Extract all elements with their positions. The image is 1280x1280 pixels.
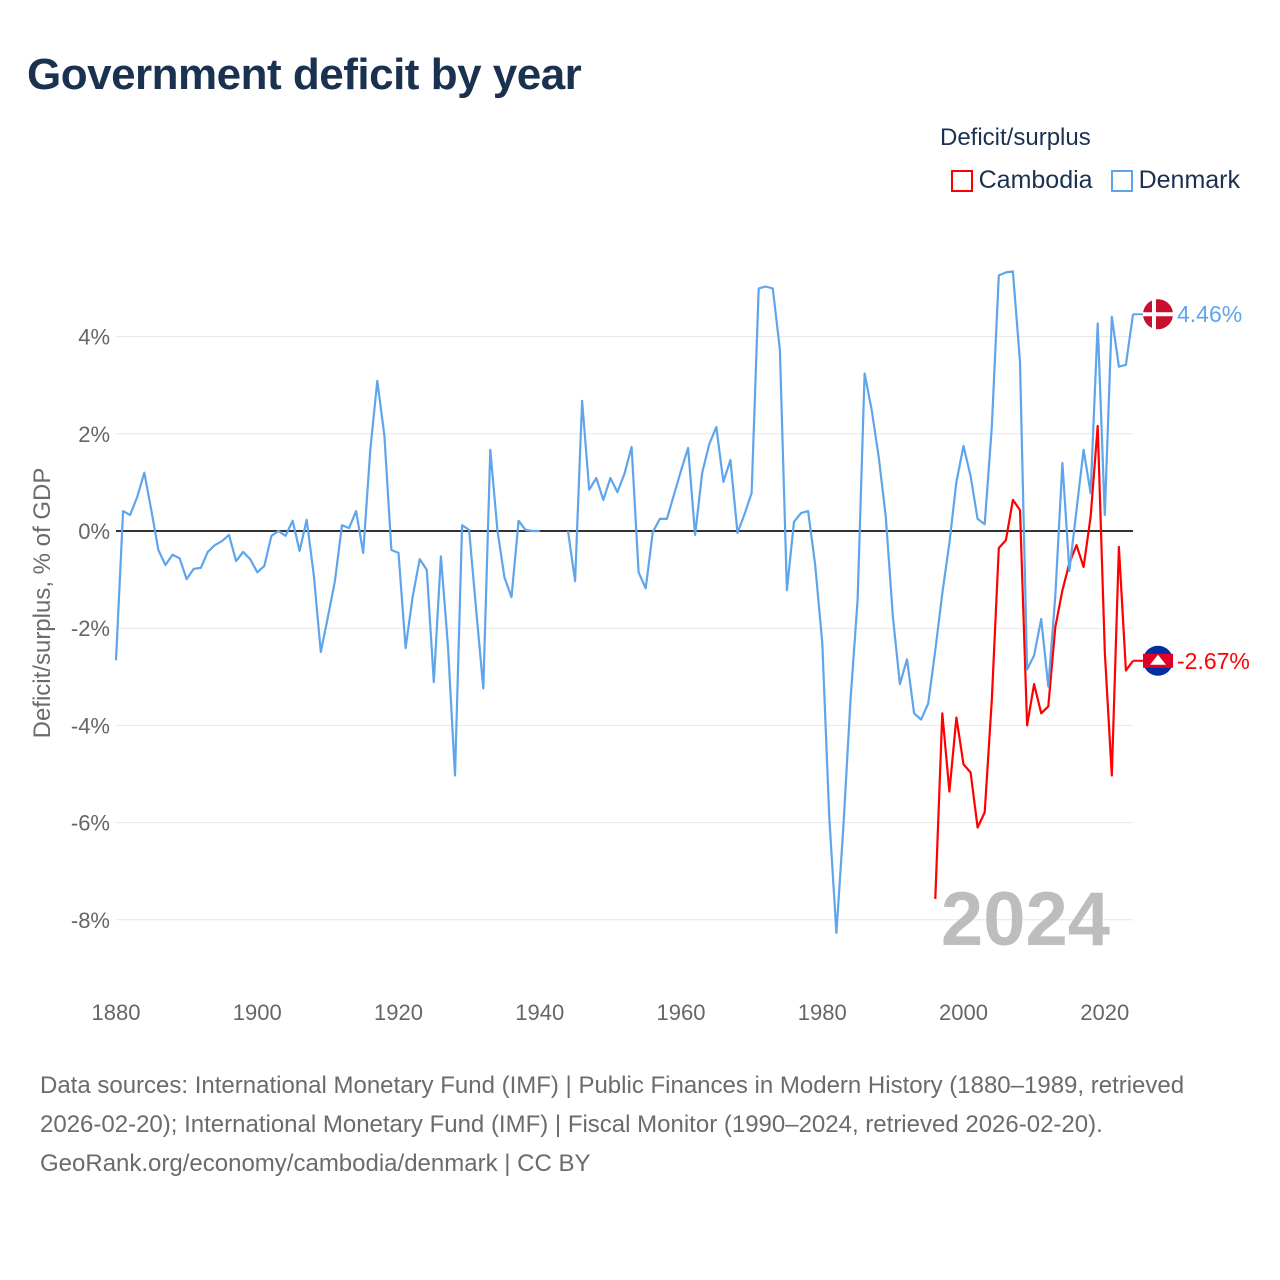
footer: Data sources: International Monetary Fun… — [40, 1066, 1250, 1183]
x-tick-label: 2020 — [1080, 1000, 1129, 1025]
flag-cross-h — [1143, 312, 1173, 317]
x-tick-label: 1980 — [798, 1000, 847, 1025]
legend-item-denmark[interactable]: Denmark — [1110, 166, 1240, 195]
legend-label-denmark: Denmark — [1138, 166, 1240, 194]
legend-swatch-denmark — [1110, 169, 1133, 192]
series-line-cambodia — [934, 424, 1134, 899]
x-tick-label: 2000 — [939, 1000, 988, 1025]
end-label-denmark: 4.46% — [1177, 301, 1242, 327]
y-tick-label: -2% — [71, 616, 110, 641]
credit-link[interactable]: GeoRank.org/economy/cambodia/denmark | C… — [40, 1150, 591, 1177]
chart-title: Government deficit by year — [27, 50, 582, 99]
y-tick-label: -4% — [71, 713, 110, 738]
legend-item-cambodia[interactable]: Cambodia — [950, 166, 1093, 195]
cambodia-flag-icon — [1143, 645, 1173, 676]
x-tick-label: 1960 — [657, 1000, 706, 1025]
end-label-cambodia: -2.67% — [1177, 648, 1250, 674]
y-tick-label: 4% — [78, 325, 110, 350]
x-tick-label: 1900 — [233, 1000, 282, 1025]
y-axis-label: Deficit/surplus, % of GDP — [29, 468, 56, 739]
x-tick-label: 1940 — [515, 1000, 564, 1025]
legend: Cambodia Denmark — [950, 166, 1240, 195]
legend-label-cambodia: Cambodia — [978, 166, 1093, 194]
watermark-year: 2024 — [941, 877, 1110, 962]
x-tick-label: 1920 — [374, 1000, 423, 1025]
y-tick-label: 0% — [78, 519, 110, 544]
y-tick-label: 2% — [78, 422, 110, 447]
denmark-flag-icon — [1143, 299, 1173, 330]
flag-temple — [1150, 654, 1166, 665]
data-sources: Data sources: International Monetary Fun… — [40, 1072, 1185, 1138]
y-tick-label: -8% — [71, 908, 110, 933]
y-tick-label: -6% — [71, 811, 110, 836]
x-tick-label: 1880 — [92, 1000, 141, 1025]
legend-title: Deficit/surplus — [940, 124, 1091, 151]
flag-cross-v — [1152, 299, 1156, 330]
series-line-denmark — [114, 270, 1135, 934]
legend-swatch-cambodia — [950, 169, 973, 192]
